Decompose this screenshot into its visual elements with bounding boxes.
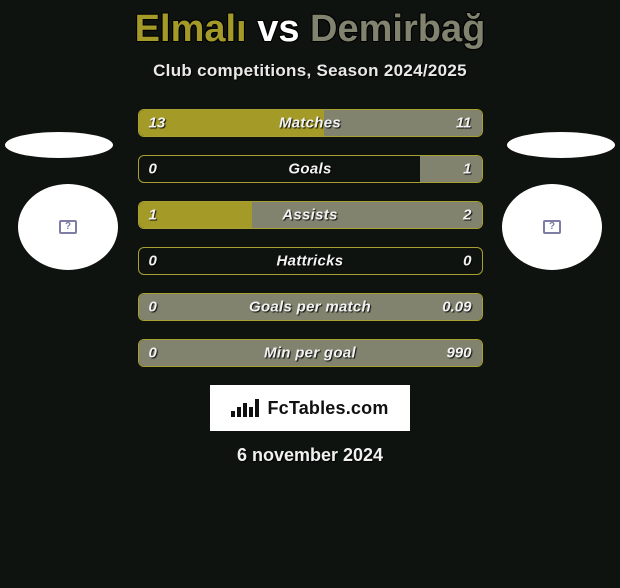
comparison-title: Elmalı vs Demirbağ bbox=[0, 8, 620, 51]
player2-name: Demirbağ bbox=[310, 8, 485, 50]
stat-label: Matches bbox=[279, 115, 341, 132]
stat-fill-right bbox=[420, 156, 482, 182]
stat-label: Assists bbox=[282, 207, 337, 224]
stat-value-left: 0 bbox=[149, 299, 157, 316]
stats-container: 13Matches110Goals11Assists20Hattricks00G… bbox=[138, 109, 483, 367]
player2-avatar-circle bbox=[502, 184, 602, 270]
stat-value-right: 0 bbox=[463, 253, 471, 270]
stat-row: 0 Min per goal 990 bbox=[138, 339, 483, 367]
vs-text: vs bbox=[257, 8, 299, 50]
stat-label: Min per goal bbox=[264, 345, 356, 362]
stat-value-right: 11 bbox=[456, 115, 472, 132]
stat-label: Goals bbox=[288, 161, 331, 178]
stat-row: 1 Assists 2 bbox=[138, 201, 483, 229]
player2-flag-ellipse bbox=[507, 132, 615, 158]
player1-avatar-circle bbox=[18, 184, 118, 270]
stat-label: Goals per match bbox=[249, 299, 371, 316]
stat-label: Hattricks bbox=[277, 253, 344, 270]
stat-value-right: 0.09 bbox=[442, 299, 471, 316]
placeholder-icon bbox=[59, 220, 77, 234]
stat-value-left: 0 bbox=[149, 253, 157, 270]
stat-row: 0 Goals 1 bbox=[138, 155, 483, 183]
stat-value-left: 1 bbox=[149, 207, 157, 224]
stat-row: 0 Hattricks 0 bbox=[138, 247, 483, 275]
stat-value-right: 990 bbox=[446, 345, 471, 362]
stat-value-right: 1 bbox=[463, 161, 471, 178]
date-label: 6 november 2024 bbox=[0, 445, 620, 466]
stat-value-right: 2 bbox=[463, 207, 471, 224]
stat-value-left: 13 bbox=[149, 115, 166, 132]
stat-row: 0 Goals per match 0.09 bbox=[138, 293, 483, 321]
stat-value-left: 0 bbox=[149, 161, 157, 178]
player1-flag-ellipse bbox=[5, 132, 113, 158]
site-logo: FcTables.com bbox=[210, 385, 410, 431]
player1-name: Elmalı bbox=[135, 8, 247, 50]
subtitle: Club competitions, Season 2024/2025 bbox=[0, 61, 620, 81]
logo-text: FcTables.com bbox=[267, 398, 388, 419]
placeholder-icon bbox=[543, 220, 561, 234]
stat-value-left: 0 bbox=[149, 345, 157, 362]
logo-bars-icon bbox=[231, 399, 261, 417]
stat-row: 13 Matches 11 bbox=[138, 109, 483, 137]
